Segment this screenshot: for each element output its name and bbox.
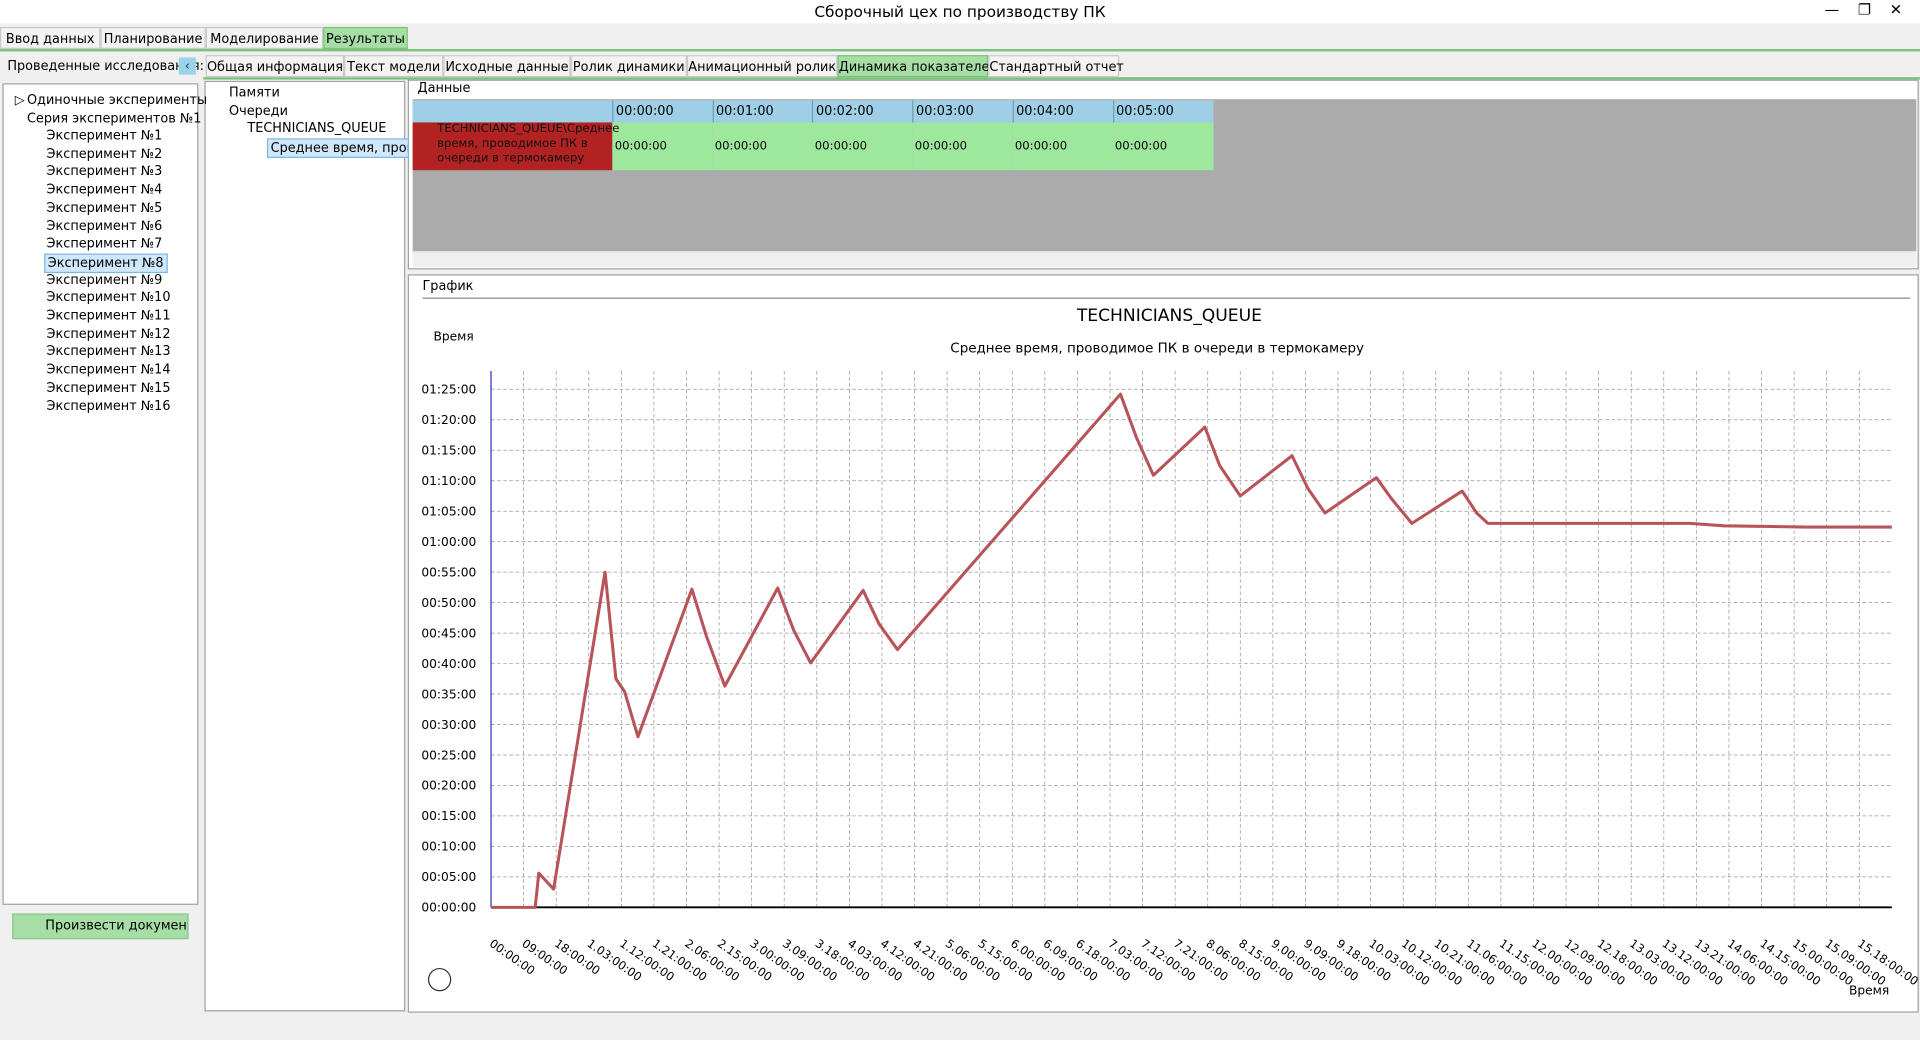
experiment-item[interactable]: Эксперимент №14 [46, 362, 171, 378]
experiment-item[interactable]: Эксперимент №1 [46, 128, 163, 144]
cell: 00:00:00 [612, 122, 713, 171]
main-tab[interactable]: Планирование [100, 26, 206, 49]
cell: 00:00:00 [1112, 122, 1213, 171]
graph-panel-title: График [422, 279, 474, 294]
left-title: Проведенные исследования: [7, 58, 204, 74]
experiment-item[interactable]: Эксперимент №4 [46, 182, 163, 198]
sub-tab[interactable]: Ролик динамики [570, 55, 687, 78]
sub-tab[interactable]: Анимационный ролик [686, 55, 838, 78]
y-tick-label: 00:40:00 [421, 657, 476, 671]
experiment-item[interactable]: Эксперимент №5 [46, 200, 163, 216]
tree-node[interactable]: Серия экспериментов №1 [26, 111, 202, 127]
plot-area [491, 371, 1892, 908]
window-controls[interactable]: — ❐ ✕ [1824, 1, 1903, 19]
subtab-underline [203, 77, 1920, 80]
indicator-item[interactable]: Среднее время, провод [266, 138, 409, 158]
y-tick-label: 00:30:00 [421, 718, 476, 732]
indicator-item[interactable]: Памяти [228, 85, 280, 101]
grid-corner [412, 100, 613, 123]
sub-tab[interactable]: Исходные данные [443, 55, 571, 78]
h-scrollbar[interactable] [412, 251, 1917, 267]
indicator-tree [204, 80, 406, 1012]
tab-underline [0, 48, 1920, 52]
y-tick-label: 00:05:00 [421, 870, 476, 884]
y-tick-label: 00:20:00 [421, 779, 476, 793]
experiment-item[interactable]: Эксперимент №3 [46, 164, 163, 180]
y-tick-label: 00:10:00 [421, 840, 476, 854]
experiment-item[interactable]: Эксперимент №13 [46, 344, 171, 360]
y-tick-label: 01:25:00 [421, 383, 476, 397]
experiment-item[interactable]: Эксперимент №10 [46, 290, 171, 306]
experiment-item[interactable]: Эксперимент №15 [46, 380, 171, 396]
sub-tab[interactable]: Динамика показателей [837, 55, 998, 78]
experiment-item[interactable]: Эксперимент №6 [46, 218, 163, 234]
indicator-item[interactable]: Очереди [228, 104, 288, 119]
y-axis-label: Время [433, 329, 473, 343]
y-tick-label: 00:45:00 [421, 626, 476, 640]
clock-icon[interactable] [427, 967, 452, 992]
experiment-item[interactable]: Эксперимент №12 [46, 326, 171, 342]
y-tick-label: 00:50:00 [421, 596, 476, 610]
experiment-item[interactable]: Эксперимент №7 [46, 236, 163, 252]
indicator-item[interactable]: TECHNICIANS_QUEUE [247, 121, 387, 136]
column-header: 00:04:00 [1012, 100, 1113, 123]
y-tick-label: 00:25:00 [421, 748, 476, 762]
title-bar [0, 0, 1920, 24]
sub-tab[interactable]: Общая информация [205, 55, 345, 78]
experiment-item[interactable]: Эксперимент №2 [46, 146, 163, 162]
window-title: Сборочный цех по производству ПК [814, 2, 1106, 21]
sub-tab[interactable]: Стандартный отчет [988, 55, 1124, 78]
cell: 00:00:00 [812, 122, 913, 171]
tree-node: ▷ [14, 93, 25, 108]
main-tab[interactable]: Ввод данных [0, 26, 101, 49]
cell: 00:00:00 [712, 122, 813, 171]
column-header: 00:03:00 [912, 100, 1013, 123]
experiment-item[interactable]: Эксперимент №11 [46, 308, 171, 324]
column-header: 00:01:00 [712, 100, 813, 123]
experiment-item[interactable]: Эксперимент №8 [44, 253, 168, 273]
data-line [491, 392, 1892, 909]
main-tab[interactable]: Моделирование [205, 26, 324, 49]
y-tick-label: 01:20:00 [421, 413, 476, 427]
column-header: 00:05:00 [1112, 100, 1213, 123]
cell: 00:00:00 [1012, 122, 1113, 171]
y-tick-label: 01:05:00 [421, 504, 476, 518]
experiment-item[interactable]: Эксперимент №9 [46, 272, 163, 288]
experiment-item[interactable]: Эксперимент №16 [46, 398, 171, 414]
collapse-button[interactable]: ‹ [178, 57, 196, 75]
y-tick-label: 00:15:00 [421, 809, 476, 823]
column-header: 00:00:00 [612, 100, 713, 123]
cell: 00:00:00 [912, 122, 1013, 171]
y-tick-label: 01:10:00 [421, 474, 476, 488]
y-tick-label: 00:00:00 [421, 901, 476, 915]
chart-title: TECHNICIANS_QUEUE [1076, 306, 1262, 326]
document-button[interactable]: Произвести документиро [12, 913, 189, 940]
tree-node[interactable]: Одиночные эксперименты [26, 93, 208, 108]
chart-subtitle: Среднее время, проводимое ПК в очереди в… [950, 342, 1364, 357]
y-tick-label: 01:15:00 [421, 444, 476, 458]
y-tick-label: 00:35:00 [421, 687, 476, 701]
main-tab[interactable]: Результаты [323, 26, 408, 49]
y-tick-label: 00:55:00 [421, 565, 476, 579]
sub-tab[interactable]: Текст модели [344, 55, 444, 78]
x-axis-label: Время [1849, 983, 1889, 997]
y-tick-label: 01:00:00 [421, 535, 476, 549]
column-header: 00:02:00 [812, 100, 913, 123]
data-panel-title: Данные [417, 80, 471, 96]
chart-frame [422, 297, 1911, 1007]
experiment-tree [2, 83, 199, 905]
row-label: TECHNICIANS_QUEUE\Среднее время, проводи… [412, 122, 619, 171]
